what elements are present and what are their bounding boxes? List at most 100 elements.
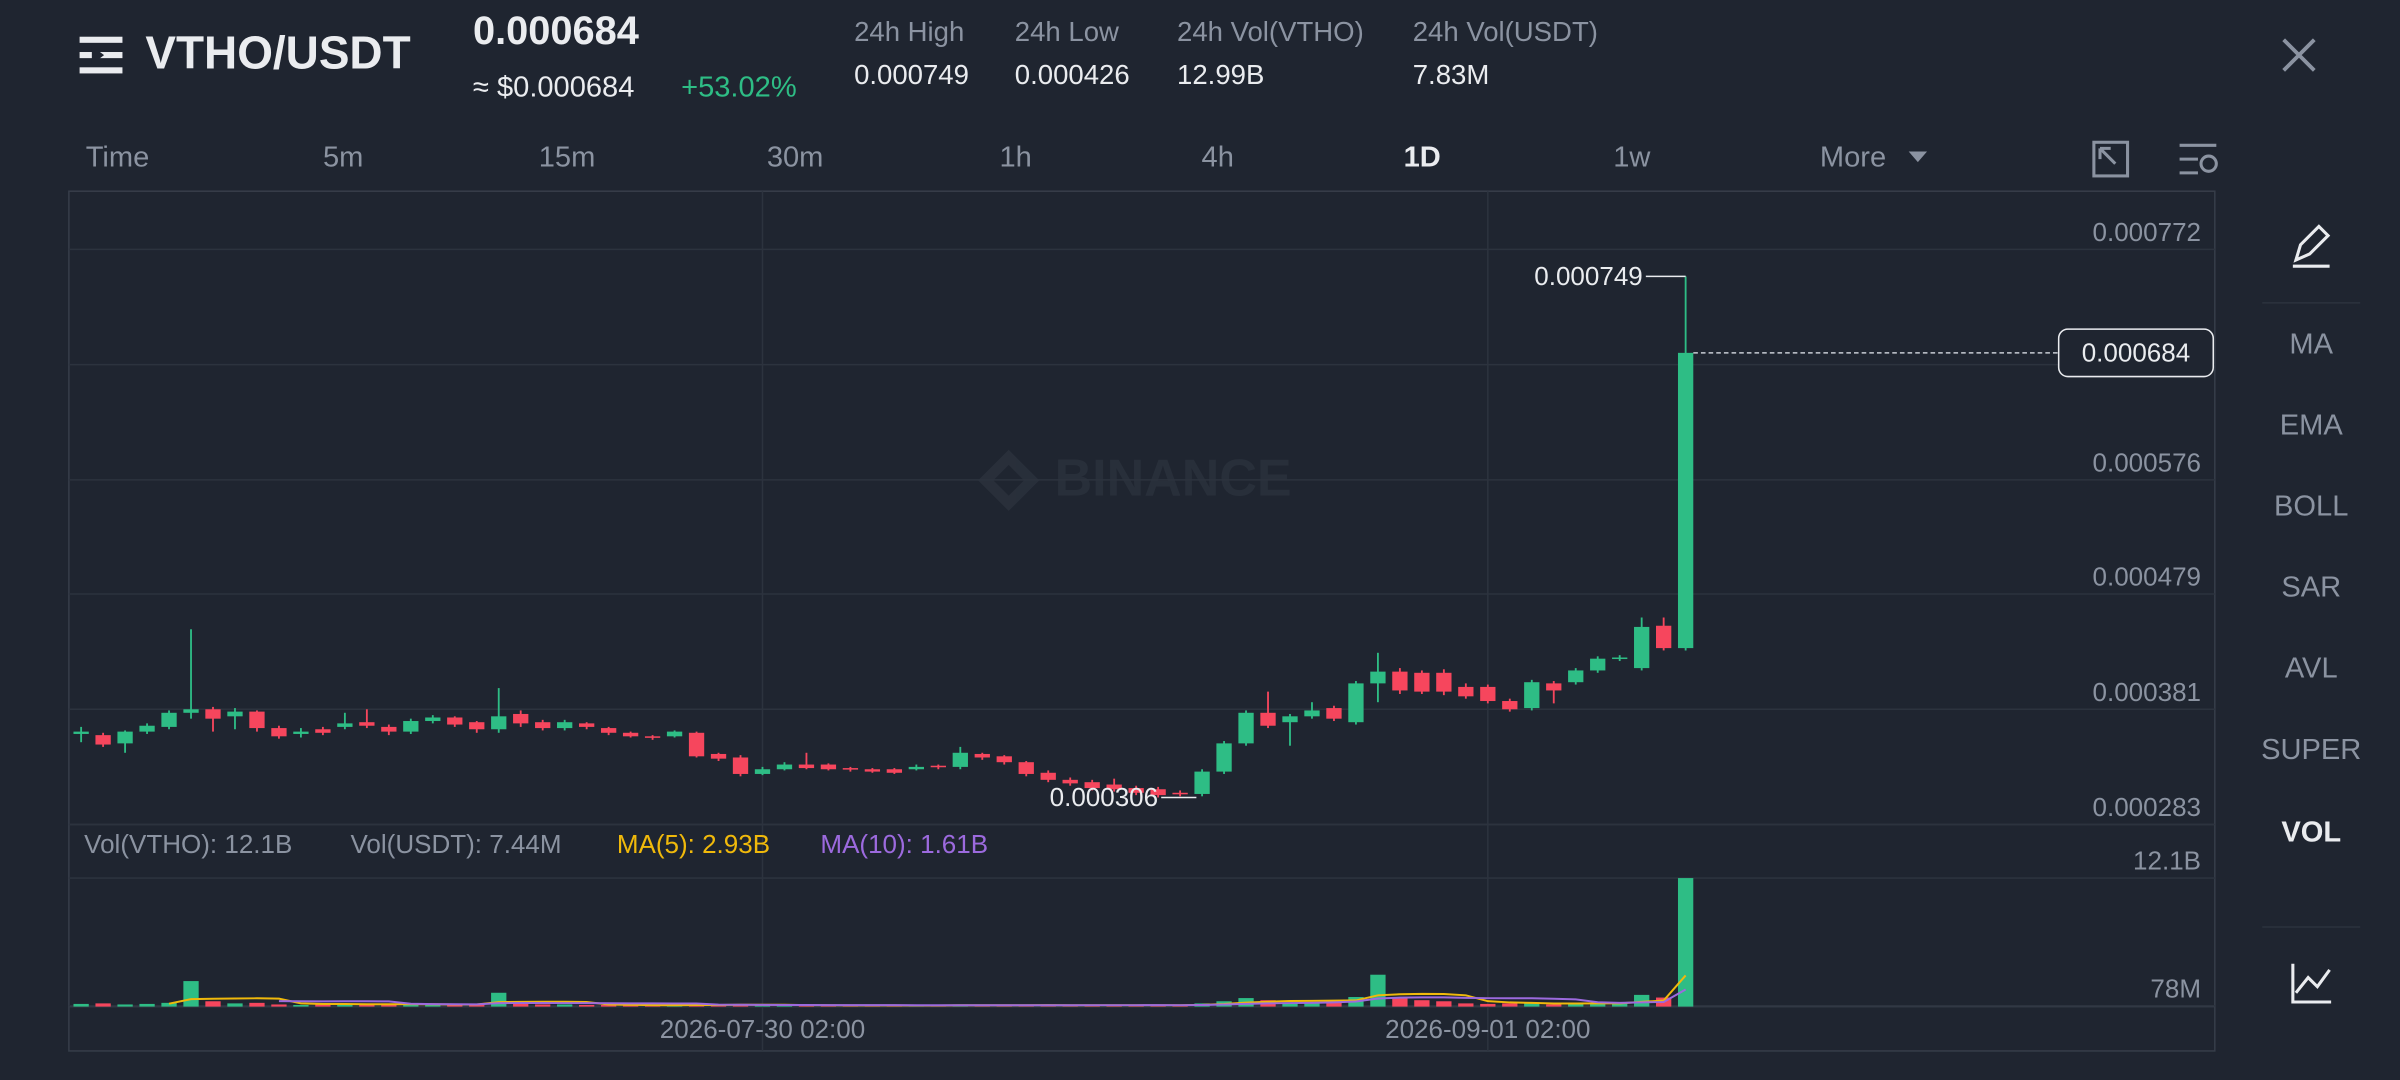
candle-body [688,732,705,757]
interval-tab[interactable]: 5m [323,142,363,174]
candle-body [930,765,946,768]
volume-bar [1304,1002,1320,1007]
indicator-button[interactable]: SAR [2281,572,2341,604]
candle-body [1348,683,1364,723]
interval-tab-active[interactable]: 1D [1404,142,1441,174]
stat-value: 0.000426 [1015,59,1130,90]
interval-tab[interactable]: Time [86,142,150,174]
candle-body [1194,771,1210,794]
indicator-button[interactable]: MA [2289,328,2333,360]
candle-body [117,731,133,744]
volume-bar [205,1001,221,1007]
watermark: BINANCE [978,450,1292,511]
fullscreen-icon[interactable] [2092,140,2130,178]
menu-arrow [91,45,105,65]
more-caret [1908,151,1928,163]
candle-body [820,764,837,770]
candle-body [1590,658,1606,671]
draw-tool-icon[interactable] [2292,224,2331,268]
candle-body [1677,352,1694,649]
candle-body [73,731,89,734]
volume-bar [117,1004,133,1007]
chart-type-icon[interactable] [2291,963,2332,1004]
candle-body [1040,772,1056,780]
candle-body [1084,782,1100,789]
last-price: 0.000684 [473,9,639,53]
volume-bar [161,1002,177,1007]
y-tick-label: 0.000576 [2093,447,2201,477]
candle-body [908,766,924,770]
y-tick-label: 0.000381 [2093,677,2201,707]
indicator-button[interactable]: BOLL [2274,491,2348,523]
indicator-button[interactable]: EMA [2280,409,2344,441]
volume-bar [513,1003,529,1007]
candle-body [425,717,441,722]
candle-body [1150,789,1166,796]
candle-body [1062,779,1078,784]
indicator-button-active[interactable]: VOL [2281,816,2341,848]
volume-bar [425,1004,441,1007]
candle-body [974,753,990,758]
pair-name: VTHO/USDT [145,27,410,79]
candle-body [315,729,331,733]
menu-icon[interactable] [79,36,123,74]
volume-bar [1392,997,1408,1007]
volume-bar [579,1004,595,1007]
interval-tab[interactable]: 30m [767,142,824,174]
volume-bar [1590,1003,1606,1007]
close-button[interactable] [2282,38,2316,72]
candle-body [996,756,1012,763]
candle-body [1018,762,1034,774]
candle-body [1326,708,1342,719]
volume-bar [1524,1002,1540,1007]
candle-body [1656,625,1672,649]
candle-body [1304,710,1320,717]
interval-tab[interactable]: More [1820,142,1886,174]
plot: 2026-07-30 02:00 2026-09-01 02:00 0.000283… [68,191,2215,1051]
interval-tab[interactable]: 4h [1202,142,1234,174]
interval-tab[interactable]: 1w [1613,142,1651,174]
volume-bar [1480,1003,1496,1007]
stat-label: 24h Vol(USDT) [1413,16,1598,47]
volume-legend: Vol(VTHO): 12.1B [84,829,292,859]
volume-bar [447,1004,463,1007]
candle-body [1612,657,1628,660]
volume-bar [535,1004,551,1007]
volume-bar [1414,1000,1430,1007]
volume-bar [491,992,507,1007]
candle-body [776,764,793,770]
x-tick-label: 2026-09-01 02:00 [1385,1014,1590,1044]
stat-label: 24h Low [1015,16,1119,47]
candle-body [1128,788,1144,793]
interval-tab[interactable]: 1h [999,142,1031,174]
indicator-button[interactable]: AVL [2285,653,2338,685]
y-tick-label: 0.000479 [2093,562,2201,592]
settings-icon[interactable] [2179,143,2218,175]
price-change: +53.02% [681,71,797,103]
volume-bar [183,981,199,1007]
candle-body [754,769,771,774]
candle-body [622,732,639,737]
volume-legend: Vol(USDT): 7.44M [351,829,562,859]
volume-bar [1326,1000,1342,1007]
volume-bar [271,1004,287,1007]
volume-tick-label: 78M [2150,973,2201,1003]
candle-body [491,716,507,730]
candle-body [1546,683,1562,691]
volume-bar [73,1003,89,1007]
icon-lines [2179,143,2217,175]
volume-bar [249,1002,265,1007]
last-price-label: 0.000684 [2082,337,2190,367]
candle-body [205,709,221,719]
volume-bar [1546,1004,1562,1007]
indicator-button[interactable]: SUPER [2261,734,2361,766]
candle-body [447,717,463,725]
stat-value: 12.99B [1177,59,1264,90]
candle-body [249,711,265,729]
candle-body [403,721,419,732]
menu-bar [79,36,123,43]
volume-bar [776,1005,793,1007]
watermark-logo [978,449,1040,511]
interval-tab[interactable]: 15m [539,142,596,174]
last-price-box [2057,328,2215,378]
